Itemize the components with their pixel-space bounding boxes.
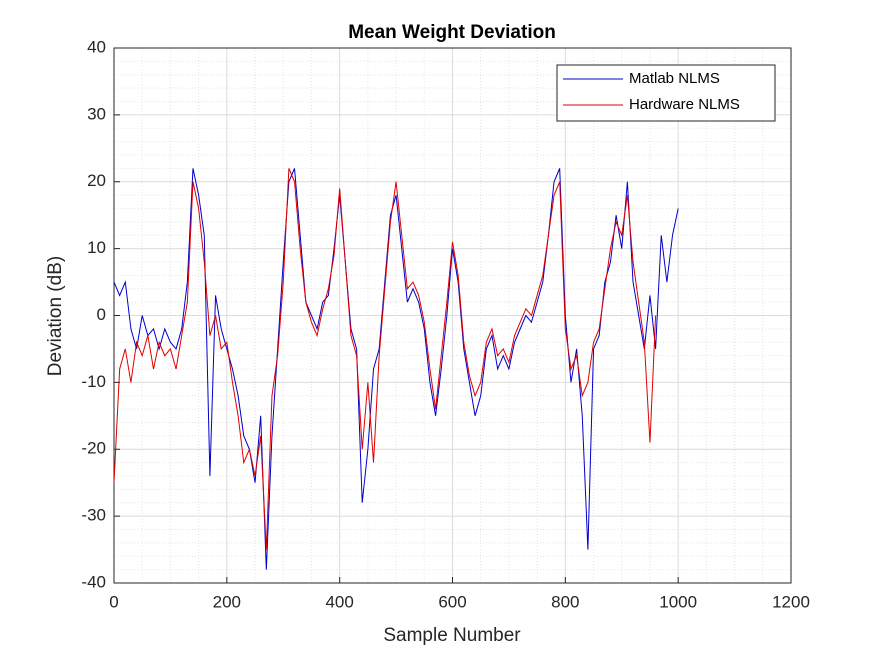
- x-tick-label: 600: [438, 592, 466, 611]
- x-tick-label: 1000: [659, 592, 697, 611]
- y-tick-label: -20: [81, 439, 106, 458]
- y-tick-label: 0: [97, 305, 106, 324]
- legend-box: [556, 64, 776, 122]
- y-tick-label: -40: [81, 572, 106, 591]
- data-line: [113, 168, 657, 550]
- x-tick-label: 200: [213, 592, 241, 611]
- y-axis-label: Deviation (dB): [45, 256, 66, 376]
- y-tick-label: 10: [87, 238, 106, 257]
- plot-frame: [113, 47, 792, 584]
- x-tick-label: 1200: [772, 592, 810, 611]
- legend-label: Matlab NLMS: [629, 70, 720, 87]
- data-line: [113, 168, 679, 570]
- legend-label: Hardware NLMS: [629, 96, 740, 113]
- y-tick-label: -30: [81, 506, 106, 525]
- chart-title: Mean Weight Deviation: [348, 22, 556, 43]
- y-tick-label: 40: [87, 37, 106, 56]
- y-tick-label: 20: [87, 171, 106, 190]
- x-tick-label: 800: [551, 592, 579, 611]
- x-tick-label: 400: [325, 592, 353, 611]
- x-tick-label: 0: [109, 592, 118, 611]
- x-axis-label: Sample Number: [383, 625, 521, 646]
- y-tick-label: -10: [81, 372, 106, 391]
- y-tick-label: 30: [87, 104, 106, 123]
